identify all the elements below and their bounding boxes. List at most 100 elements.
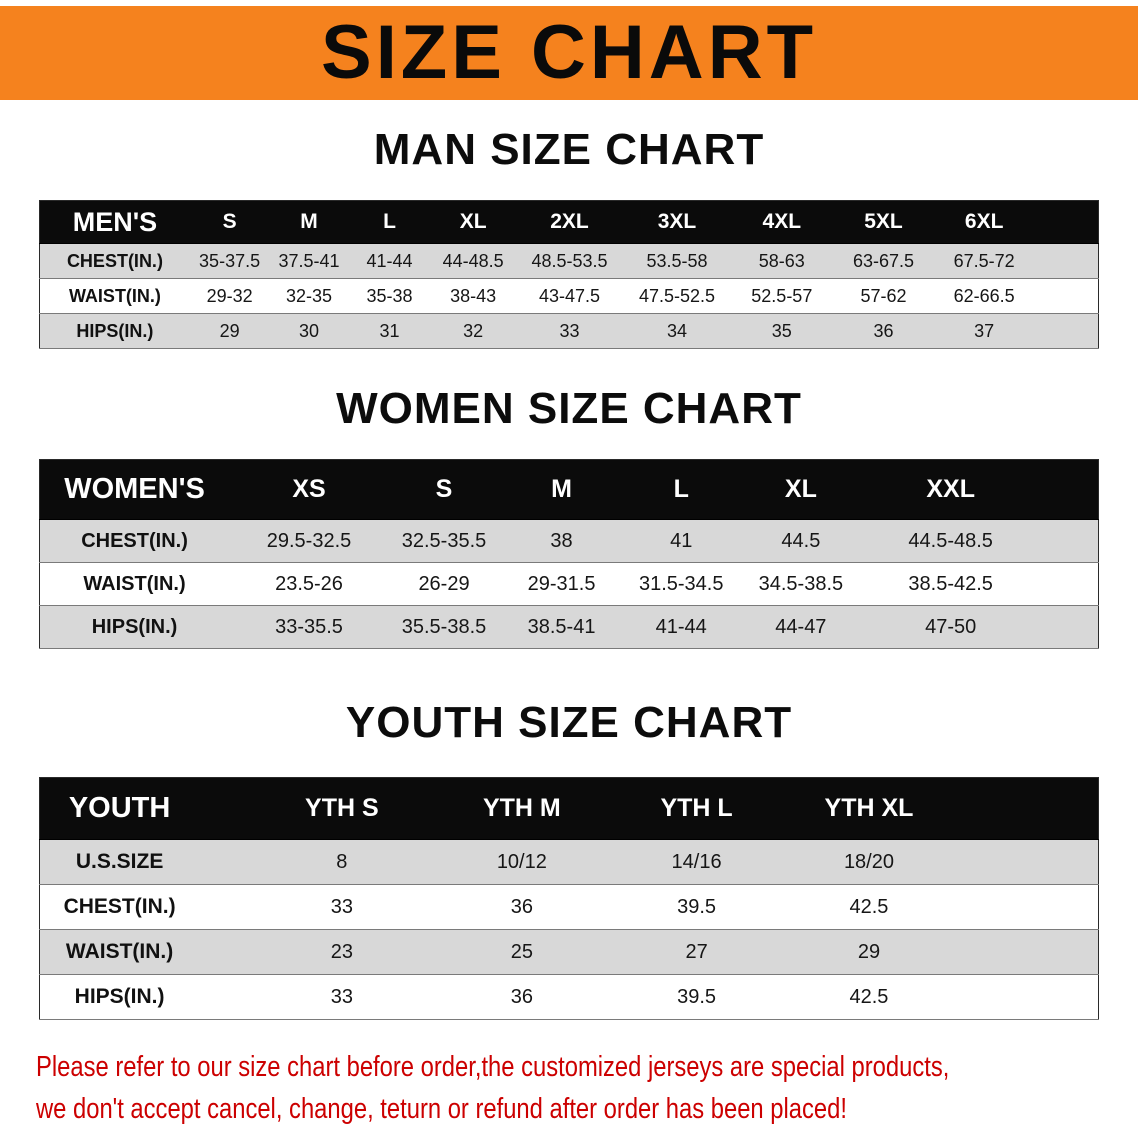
table-row: CHEST(IN.) 35-37.5 37.5-41 41-44 44-48.5 48.5… — [39, 243, 1099, 279]
table-row: WAIST(IN.) 29-32 32-35 35-38 38-43 43-47.5 47.… — [39, 278, 1099, 314]
value-cell: 32 — [463, 320, 484, 341]
disclaimer-line-1: Please refer to our size chart before or… — [36, 1051, 950, 1083]
women-size-section: WOMEN SIZE CHART WOMEN'S XS S M L XL XXL CHEST(I… — [0, 385, 1138, 649]
value-cell: 32.5-35.5 — [401, 529, 487, 552]
men-table-title: MEN'S — [72, 206, 158, 237]
value-cell: 36 — [873, 320, 894, 341]
column-header: 5XL — [864, 210, 903, 233]
table-row: CHEST(IN.) 33 36 39.5 42.5 — [39, 884, 1099, 930]
value-cell: 35-38 — [366, 285, 413, 306]
column-header: L — [673, 475, 689, 503]
men-size-section: MAN SIZE CHART MEN'S S M L XL 2XL 3XL 4XL 5XL 6XL C… — [0, 126, 1138, 349]
value-cell: 10/12 — [496, 850, 547, 873]
column-header: S — [435, 475, 453, 503]
column-header: YTH M — [482, 794, 561, 822]
value-cell: 23 — [330, 940, 353, 963]
table-row: CHEST(IN.) 29.5-32.5 32.5-35.5 38 41 44.5 44.5… — [39, 519, 1099, 563]
value-cell: 53.5-58 — [646, 250, 708, 271]
value-cell: 52.5-57 — [751, 285, 813, 306]
value-cell: 41-44 — [366, 250, 413, 271]
women-size-table: WOMEN'S XS S M L XL XXL CHEST(IN.) 29.5-32.5 32.5… — [39, 459, 1099, 649]
value-cell: 62-66.5 — [953, 285, 1015, 306]
value-cell: 34 — [666, 320, 687, 341]
youth-table-header-row: YOUTH YTH S YTH M YTH L YTH XL — [39, 777, 1099, 840]
value-cell: 37.5-41 — [278, 250, 340, 271]
value-cell: 42.5 — [849, 895, 889, 918]
value-cell: 47-50 — [925, 615, 977, 638]
column-header: 6XL — [964, 210, 1004, 233]
value-cell: 38 — [550, 529, 573, 552]
women-section-heading: WOMEN SIZE CHART — [336, 384, 802, 433]
column-header: 4XL — [762, 210, 802, 233]
value-cell: 41 — [670, 529, 693, 552]
disclaimer: Please refer to our size chart before or… — [0, 1046, 1138, 1130]
column-header: YTH L — [660, 794, 733, 822]
value-cell: 67.5-72 — [953, 250, 1015, 271]
table-row: HIPS(IN.) 33 36 39.5 42.5 — [39, 974, 1099, 1020]
value-cell: 38.5-42.5 — [908, 572, 993, 595]
row-label: CHEST(IN.) — [66, 250, 163, 271]
value-cell: 36 — [510, 985, 533, 1008]
youth-size-section: YOUTH SIZE CHART YOUTH YTH S YTH M YTH L YTH … — [0, 699, 1138, 1020]
table-row: U.S.SIZE 8 10/12 14/16 18/20 — [39, 839, 1099, 885]
column-header: XL — [784, 475, 817, 503]
value-cell: 57-62 — [860, 285, 907, 306]
row-label: HIPS(IN.) — [91, 615, 178, 638]
value-cell: 33 — [330, 985, 353, 1008]
value-cell: 30 — [298, 320, 320, 341]
sections-container: MAN SIZE CHART MEN'S S M L XL 2XL 3XL 4XL 5XL 6XL C… — [0, 126, 1138, 1020]
value-cell: 39.5 — [677, 895, 717, 918]
men-table-header-row: MEN'S S M L XL 2XL 3XL 4XL 5XL 6XL — [39, 200, 1099, 244]
value-cell: 43-47.5 — [538, 285, 601, 306]
men-size-table: MEN'S S M L XL 2XL 3XL 4XL 5XL 6XL CHEST(IN.) 35-37… — [39, 200, 1099, 349]
value-cell: 44-47 — [775, 615, 827, 638]
men-section-heading: MAN SIZE CHART — [373, 125, 765, 174]
value-cell: 35.5-38.5 — [401, 615, 487, 638]
table-row: WAIST(IN.) 23 25 27 29 — [39, 929, 1099, 975]
column-header: M — [300, 210, 318, 233]
disclaimer-line-2: we don't accept cancel, change, teturn o… — [36, 1093, 847, 1125]
value-cell: 14/16 — [671, 850, 722, 873]
value-cell: 42.5 — [849, 985, 889, 1008]
women-table-header-row: WOMEN'S XS S M L XL XXL — [39, 459, 1099, 520]
value-cell: 35 — [771, 320, 792, 341]
banner-title: SIZE CHART — [321, 10, 817, 95]
table-row: HIPS(IN.) 33-35.5 35.5-38.5 38.5-41 41-44 44-… — [39, 605, 1099, 649]
row-label: HIPS(IN.) — [74, 985, 165, 1008]
row-label: HIPS(IN.) — [76, 320, 154, 341]
value-cell: 63-67.5 — [852, 250, 914, 271]
value-cell: 33 — [330, 895, 353, 918]
value-cell: 29-31.5 — [527, 572, 596, 595]
value-cell: 37 — [974, 320, 995, 341]
value-cell: 29-32 — [206, 285, 253, 306]
value-cell: 58-63 — [758, 250, 805, 271]
value-cell: 33 — [559, 320, 580, 341]
value-cell: 41-44 — [655, 615, 707, 638]
column-header: YTH XL — [824, 794, 914, 822]
youth-table-title: YOUTH — [68, 792, 171, 824]
value-cell: 44.5-48.5 — [908, 529, 993, 552]
value-cell: 38-43 — [450, 285, 497, 306]
row-label: CHEST(IN.) — [81, 529, 188, 552]
youth-size-table: YOUTH YTH S YTH M YTH L YTH XL U.S.SIZE 8 10/12… — [39, 777, 1099, 1020]
banner: SIZE CHART — [0, 6, 1138, 100]
value-cell: 39.5 — [677, 985, 717, 1008]
column-header: XS — [292, 475, 326, 503]
value-cell: 35-37.5 — [199, 250, 261, 271]
value-cell: 36 — [510, 895, 533, 918]
column-header: XXL — [926, 475, 975, 503]
value-cell: 25 — [510, 940, 533, 963]
column-header: 2XL — [550, 210, 589, 233]
value-cell: 31 — [379, 320, 400, 341]
column-header: XL — [459, 210, 487, 233]
value-cell: 38.5-41 — [527, 615, 596, 638]
size-chart-page: SIZE CHART MAN SIZE CHART MEN'S S M L XL 2XL 3X… — [0, 6, 1138, 1130]
value-cell: 31.5-34.5 — [638, 572, 724, 595]
row-label: WAIST(IN.) — [83, 572, 186, 595]
value-cell: 26-29 — [418, 572, 470, 595]
value-cell: 23.5-26 — [275, 572, 343, 595]
value-cell: 18/20 — [843, 850, 894, 873]
youth-section-heading: YOUTH SIZE CHART — [345, 698, 793, 747]
value-cell: 27 — [685, 940, 708, 963]
value-cell: 44-48.5 — [442, 250, 504, 271]
